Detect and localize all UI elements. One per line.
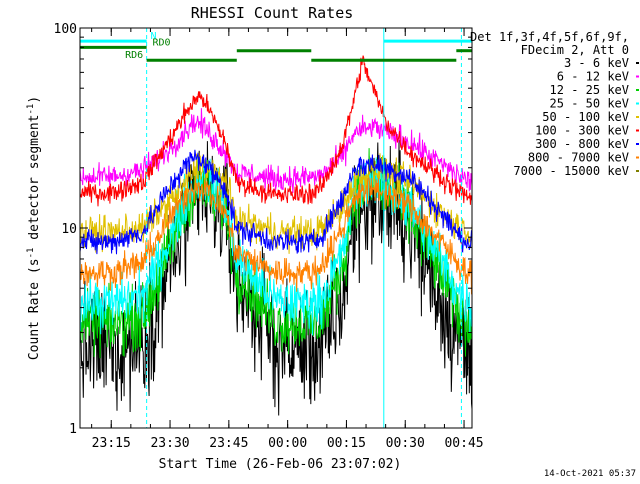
- x-tick-label: 00:30: [386, 436, 425, 451]
- series-line: [79, 148, 473, 359]
- x-tick-label: 23:45: [209, 436, 248, 451]
- series-line: [79, 55, 473, 207]
- legend-header-line: FDecim 2, Att 0: [521, 43, 629, 57]
- legend-header-line: Det 1f,3f,4f,5f,6f,9f,: [470, 30, 629, 44]
- legend-entry: 50 - 100 keV: [542, 110, 629, 124]
- series-line: [79, 155, 473, 336]
- y-tick-label: 1: [69, 422, 77, 437]
- status-bar-label: RD0: [153, 37, 171, 48]
- series-line: [79, 172, 473, 295]
- legend-entry: 800 - 7000 keV: [528, 151, 629, 165]
- series-line: [79, 149, 473, 255]
- legend-entry: 100 - 300 keV: [535, 124, 629, 138]
- y-axis-label-exponent: -1: [26, 104, 36, 115]
- y-axis-label-exponent: -1: [26, 248, 36, 259]
- y-axis-label-part: Count Rate (s: [27, 258, 42, 360]
- chart-title: RHESSI Count Rates: [191, 4, 354, 22]
- legend-entry: 3 - 6 keV: [564, 56, 629, 70]
- status-bar-label: RD6: [125, 50, 143, 61]
- legend-entry: 12 - 25 keV: [550, 83, 629, 97]
- legend-entry: 6 - 12 keV: [557, 70, 629, 84]
- x-tick-label: 23:15: [92, 436, 131, 451]
- legend-entry: 300 - 800 keV: [535, 137, 629, 151]
- y-axis-label-part: ): [27, 96, 42, 104]
- x-tick-label: 00:45: [444, 436, 483, 451]
- y-axis-label: Count Rate (s-1 detector segment-1): [26, 96, 42, 360]
- status-bar-label: N: [151, 31, 157, 42]
- legend-entry: 25 - 50 keV: [550, 97, 629, 111]
- x-tick-label: 00:00: [268, 436, 307, 451]
- x-tick-label: 00:15: [327, 436, 366, 451]
- y-tick-label: 10: [61, 222, 77, 237]
- x-axis-label: Start Time (26-Feb-06 23:07:02): [159, 457, 402, 472]
- y-axis-label-part: detector segment: [27, 115, 42, 248]
- footer-timestamp: 14-Oct-2021 05:37: [544, 469, 636, 479]
- axes-layer: 1 10 100 23:15 23:30 23:45 00:00 00:15 00:30 00:4…: [54, 22, 484, 451]
- data-layer: [79, 55, 473, 416]
- y-tick-label: 100: [54, 22, 77, 37]
- series-line: [79, 108, 473, 194]
- legend-entry: 7000 - 15000 keV: [513, 164, 629, 178]
- x-tick-label: 23:30: [150, 436, 189, 451]
